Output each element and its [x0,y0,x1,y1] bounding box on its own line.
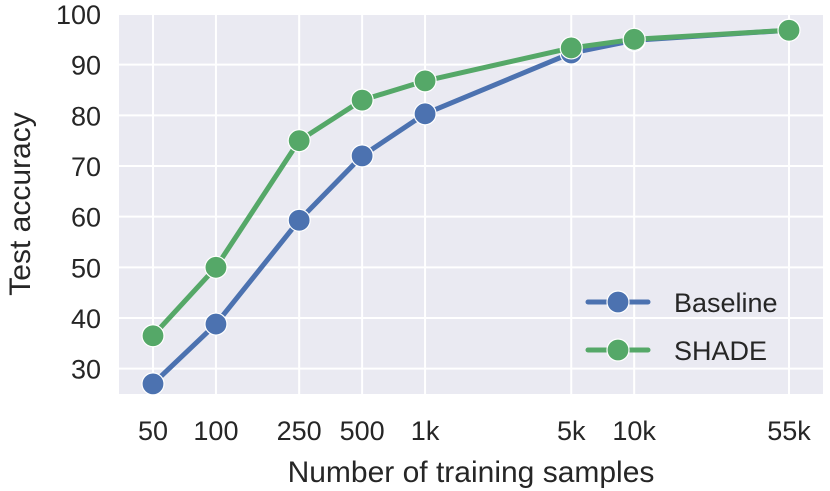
grid-lines [119,13,823,394]
legend: Baseline SHADE [585,288,778,366]
y-tick-label: 50 [71,253,101,283]
y-tick-label: 80 [71,101,101,131]
y-axis-title: Test accuracy [4,112,37,295]
data-point [350,88,374,112]
series-layer [141,18,801,396]
x-tick-label: 500 [340,416,385,446]
y-tick-label: 90 [71,51,101,81]
data-point [287,129,311,153]
data-point [350,144,374,168]
x-tick-labels: 50 100 250 500 1k 5k 10k 55k [138,416,811,446]
data-point [204,312,228,336]
series-shade [141,18,801,348]
data-point [287,208,311,232]
data-point [559,36,583,60]
y-tick-label: 30 [71,355,101,385]
data-point [141,324,165,348]
data-point [413,102,437,126]
x-tick-label: 50 [138,416,168,446]
x-tick-label: 250 [277,416,322,446]
plot-background [119,14,823,394]
legend-marker [606,338,630,362]
data-point [141,372,165,396]
legend-label: Baseline [674,288,778,318]
y-tick-labels: 30 40 50 60 70 80 90 100 [56,0,101,385]
y-tick-label: 100 [56,0,101,30]
y-tick-label: 60 [71,203,101,233]
data-point [204,255,228,279]
data-point [777,18,801,42]
legend-label: SHADE [674,336,767,366]
data-point [622,27,646,51]
y-tick-label: 40 [71,304,101,334]
x-tick-label: 100 [193,416,238,446]
legend-marker [606,290,630,314]
x-tick-label: 5k [557,416,586,446]
data-point [413,69,437,93]
y-tick-label: 70 [71,152,101,182]
x-tick-label: 10k [612,416,656,446]
x-tick-label: 55k [767,416,811,446]
x-tick-label: 1k [411,416,440,446]
x-axis-title: Number of training samples [288,456,655,489]
